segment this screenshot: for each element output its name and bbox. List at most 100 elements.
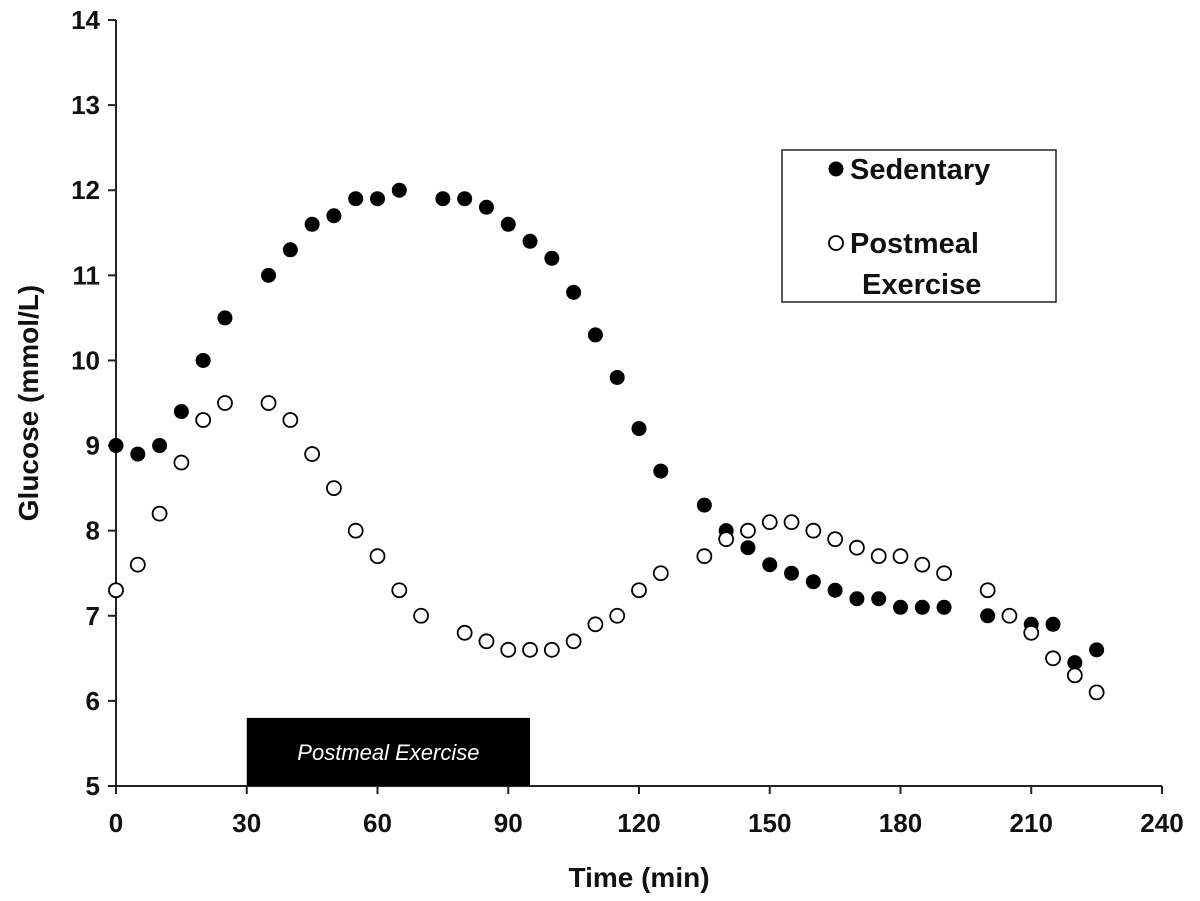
- sedentary-point: [500, 216, 516, 232]
- x-axis-title: Time (min): [568, 862, 709, 893]
- x-tick-label: 180: [879, 808, 922, 838]
- postmeal-exercise-point: [827, 531, 844, 548]
- postmeal-exercise-point: [936, 565, 952, 582]
- postmeal-exercise-point: [783, 514, 800, 531]
- y-tick-label: 6: [86, 686, 100, 716]
- y-tick-label: 8: [86, 516, 100, 546]
- sedentary-point: [435, 191, 451, 207]
- legend-box: [781, 149, 1057, 303]
- postmeal-exercise-point: [217, 395, 233, 411]
- sedentary-point: [1067, 655, 1083, 671]
- sedentary-point: [326, 208, 342, 224]
- sedentary-point: [762, 557, 778, 573]
- x-tick-label: 60: [363, 808, 392, 838]
- x-tick-label: 120: [617, 808, 660, 838]
- sedentary-point: [522, 233, 538, 249]
- postmeal-exercise-point: [282, 412, 299, 428]
- x-tick-label: 210: [1010, 808, 1053, 838]
- postmeal-exercise-point: [391, 582, 408, 599]
- postmeal-exercise-point: [1001, 607, 1018, 624]
- sedentary-point: [980, 608, 996, 624]
- postmeal-exercise-point: [870, 548, 887, 565]
- sedentary-point: [740, 540, 756, 556]
- sedentary-point: [827, 582, 843, 598]
- postmeal-exercise-point: [543, 641, 560, 658]
- postmeal-exercise-point: [1088, 684, 1105, 701]
- sedentary-point: [304, 216, 320, 232]
- postmeal-exercise-point: [195, 412, 212, 428]
- y-tick-label: 12: [71, 175, 100, 205]
- postmeal-exercise-point: [413, 607, 429, 624]
- sedentary-point: [805, 574, 821, 590]
- postmeal-exercise-point: [914, 556, 931, 573]
- postmeal-exercise-point: [892, 548, 909, 565]
- postmeal-exercise-point: [761, 514, 778, 531]
- series-postmeal-exercise: [108, 395, 1105, 701]
- postmeal-exercise-point: [609, 607, 626, 624]
- legend-marker-postmeal-exercise: [828, 235, 844, 251]
- sedentary-point: [1045, 616, 1061, 632]
- postmeal-exercise-point: [369, 548, 386, 565]
- postmeal-exercise-point: [587, 616, 604, 633]
- sedentary-point: [457, 191, 473, 207]
- postmeal-exercise-point: [260, 395, 277, 411]
- series-sedentary: [108, 182, 1105, 671]
- postmeal-exercise-point: [108, 582, 124, 599]
- sedentary-point: [544, 250, 560, 266]
- x-tick-label: 240: [1140, 808, 1183, 838]
- postmeal-exercise-point: [151, 505, 168, 522]
- sedentary-point: [282, 242, 298, 258]
- y-tick-label: 10: [71, 345, 100, 375]
- sedentary-point: [893, 599, 908, 615]
- postmeal-exercise-point: [631, 582, 647, 599]
- legend-label-postmeal: Postmeal: [850, 228, 979, 260]
- sedentary-point: [195, 352, 211, 368]
- x-tick-label: 90: [494, 808, 523, 838]
- y-tick-label: 9: [86, 431, 100, 461]
- y-tick-label: 11: [73, 260, 101, 290]
- postmeal-exercise-point: [718, 531, 735, 548]
- sedentary-point: [936, 599, 952, 615]
- postmeal-exercise-point: [805, 522, 822, 539]
- sedentary-point: [849, 591, 865, 607]
- postmeal-exercise-point: [1023, 624, 1040, 641]
- sedentary-point: [152, 438, 168, 454]
- postmeal-exercise-point: [500, 641, 517, 658]
- postmeal-exercise-point: [849, 539, 865, 556]
- sedentary-point: [566, 284, 582, 300]
- postmeal-exercise-point: [347, 522, 364, 539]
- postmeal-exercise-point: [304, 446, 321, 462]
- postmeal-exercise-point: [456, 624, 473, 641]
- sedentary-point: [914, 599, 930, 615]
- postmeal-exercise-point: [979, 582, 996, 599]
- legend-label-sedentary: Sedentary: [850, 154, 990, 186]
- sedentary-point: [348, 191, 364, 207]
- sedentary-point: [696, 497, 712, 513]
- postmeal-exercise-point: [565, 633, 582, 650]
- y-tick-label: 14: [71, 5, 100, 35]
- sedentary-point: [653, 463, 669, 479]
- y-tick-label: 7: [86, 601, 100, 631]
- sedentary-point: [784, 565, 800, 581]
- exercise-band-label: Postmeal Exercise: [297, 740, 479, 765]
- y-tick-label: 13: [71, 90, 100, 120]
- y-tick-label: 5: [86, 771, 100, 801]
- postmeal-exercise-point: [522, 641, 538, 658]
- legend-marker-sedentary: [828, 161, 844, 177]
- sedentary-point: [173, 404, 189, 420]
- sedentary-point: [391, 182, 407, 198]
- postmeal-exercise-point: [1045, 650, 1061, 667]
- exercise-band: Postmeal Exercise: [246, 717, 531, 786]
- sedentary-point: [130, 446, 146, 462]
- sedentary-point: [217, 310, 233, 326]
- sedentary-point: [1089, 642, 1105, 658]
- x-tick-label: 0: [109, 808, 123, 838]
- x-tick-label: 30: [232, 808, 261, 838]
- postmeal-exercise-point: [696, 548, 713, 565]
- postmeal-exercise-point: [1066, 667, 1083, 684]
- sedentary-point: [478, 199, 494, 215]
- sedentary-point: [871, 591, 887, 607]
- sedentary-point: [261, 267, 277, 283]
- legend: Sedentary Postmeal Exercise: [781, 149, 1057, 303]
